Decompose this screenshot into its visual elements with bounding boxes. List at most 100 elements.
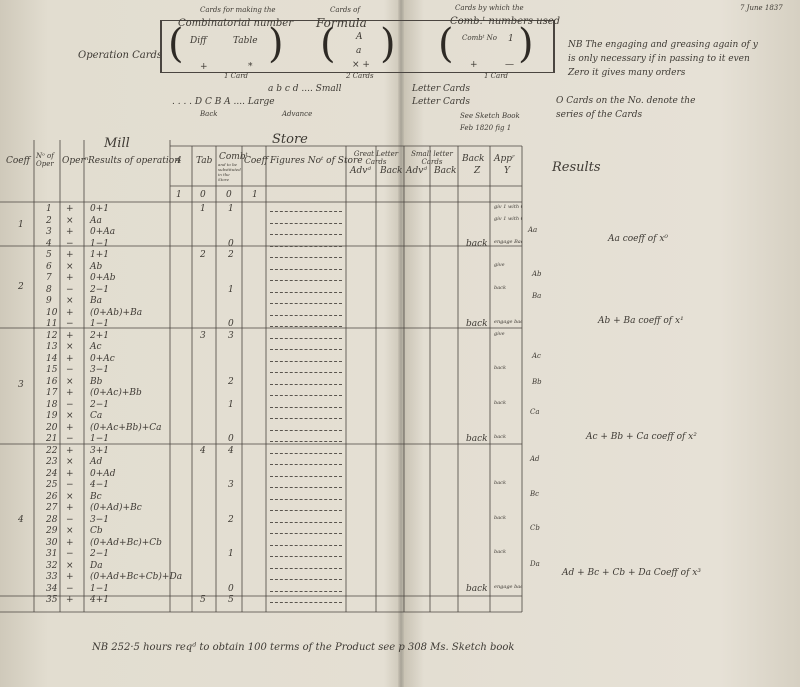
operation-cards-label: Operation Cards (78, 50, 163, 61)
row-operation: − (66, 319, 74, 329)
row-operation: − (66, 514, 74, 525)
row-operation: + (66, 422, 74, 433)
store-dash (270, 291, 342, 293)
side-letter-Ac: Ac (532, 352, 541, 360)
row-number: 19 (46, 411, 58, 421)
large-letters: . . . . D C B A .... Large (172, 97, 275, 107)
result-x1: Ab + Ba coeff of x¹ (598, 316, 684, 326)
col-y: Y (504, 166, 510, 176)
header-bracket-top (160, 20, 555, 21)
coeff-group-3: 3 (18, 380, 24, 390)
row-approach: back (494, 514, 507, 521)
store-dash (270, 222, 342, 224)
row-back: back (466, 434, 488, 444)
row-tab: 3 (200, 330, 206, 341)
row-number: 18 (46, 399, 58, 410)
row-approach: back (494, 284, 507, 291)
row-number: 35 (46, 595, 58, 605)
init-comb: 0 (226, 190, 232, 200)
store-dash (270, 211, 342, 212)
col-results-of-operation: Results of operation (88, 156, 180, 166)
row-operation: + (66, 250, 74, 260)
row-result: Bb (90, 376, 103, 387)
col-coeff2: Coeff (244, 156, 269, 166)
row-number: 8 (46, 284, 52, 295)
col-oper: Operⁿ (62, 156, 89, 166)
row-tab: 4 (200, 445, 206, 456)
small-letter-cards: Letter Cards (412, 84, 470, 94)
row-number: 25 (46, 480, 58, 490)
row-result: (0+Ac+Bb)+Ca (90, 422, 162, 433)
row-operation: − (66, 238, 74, 249)
row-number: 27 (46, 503, 58, 513)
row-result: 0+Ab (90, 273, 116, 283)
store-dash (270, 602, 342, 603)
row-approach: back (494, 434, 507, 440)
row-result: 0+Ad (90, 468, 116, 479)
row-result: 0+Aa (90, 227, 116, 237)
col-coeff: Coeff (6, 156, 31, 166)
side-letter-Da: Da (530, 560, 540, 568)
row-tab: 2 (200, 250, 206, 260)
row-number: 10 (46, 307, 58, 318)
row-result: (0+Ab)+Ba (90, 307, 143, 318)
paren-right-1: ) (268, 21, 284, 67)
store-dash (270, 510, 342, 511)
row-operation: + (66, 537, 74, 548)
row-number: 7 (46, 273, 52, 283)
one-card2-label: 1 Card (484, 72, 509, 80)
row-result: Aa (90, 215, 102, 226)
store-dash (270, 441, 342, 442)
paren-left-3: ( (438, 21, 454, 67)
store-dash (270, 326, 342, 327)
row-result: 1−1 (90, 238, 109, 249)
row-result: Cb (90, 526, 103, 536)
side-letter-Bc: Bc (530, 490, 540, 498)
store-dash (270, 521, 342, 523)
store-dash (270, 533, 342, 534)
col-store: Store (272, 132, 308, 147)
row-number: 17 (46, 388, 58, 398)
row-operation: + (66, 330, 74, 341)
store-dash (270, 234, 342, 235)
row-operation: + (66, 388, 74, 398)
col-adv: Advᵈ (350, 166, 371, 176)
row-comb: 0 (228, 238, 234, 249)
plus2-label: + (470, 60, 478, 70)
row-comb: 2 (228, 250, 234, 260)
store-dash (270, 429, 342, 431)
row-number: 30 (46, 537, 58, 548)
store-dash (270, 590, 342, 592)
row-comb: 1 (228, 284, 234, 295)
row-tab: 5 (200, 595, 206, 605)
store-dash (270, 268, 342, 270)
row-approach: giv 1 with 0 even (494, 215, 522, 222)
row-comb: 5 (228, 595, 234, 605)
col-comb: Combᵗ (219, 152, 248, 162)
row-result: 2−1 (90, 284, 109, 295)
row-result: Ca (90, 411, 103, 421)
note-cards: O Cards on the No. denote the series of … (556, 96, 696, 120)
one-card-label: 1 Card (224, 72, 249, 80)
col-results: Results (552, 160, 601, 175)
store-dash (270, 360, 342, 362)
row-approach: engage back (494, 583, 522, 590)
large-letter-cards: Letter Cards (412, 97, 470, 107)
store-dash (270, 372, 342, 373)
row-approach: giv 1 with 0 even (494, 204, 522, 210)
row-result: 1−1 (90, 583, 109, 594)
store-dash (270, 257, 342, 258)
row-approach: back (494, 480, 507, 486)
row-comb: 4 (228, 445, 234, 456)
row-comb: 1 (228, 549, 234, 559)
row-number: 21 (46, 434, 58, 444)
row-number: 5 (46, 250, 52, 260)
store-dash (270, 337, 342, 339)
row-number: 23 (46, 457, 58, 467)
col-tab: Tab (196, 156, 213, 166)
side-letter-Ba: Ba (532, 292, 542, 300)
row-result: 0+1 (90, 204, 109, 214)
col-figures-of-store: Figures Noᵗ of Store (270, 156, 363, 166)
col-four: 4 (176, 156, 182, 166)
